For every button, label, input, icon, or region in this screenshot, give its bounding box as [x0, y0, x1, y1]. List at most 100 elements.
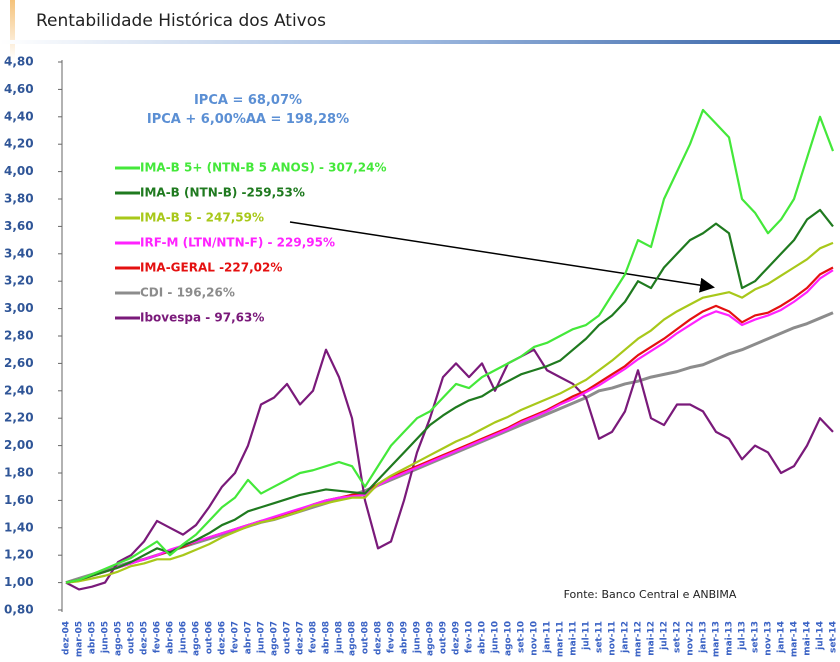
annotation: IPCA = 68,07% — [194, 93, 302, 108]
legend-label: IMA-B 5 - 247,59% — [140, 211, 264, 225]
legend-label: CDI - 196,26% — [140, 286, 235, 300]
series-line — [65, 208, 834, 584]
x-tick-label: jun-05 — [101, 621, 111, 654]
annotation: IPCA + 6,00%AA = 198,28% — [147, 112, 349, 127]
x-tick-label: jan-12 — [621, 621, 631, 654]
x-tick-label: mai-13 — [725, 621, 735, 656]
x-tick-label: ago-05 — [114, 621, 124, 656]
y-tick-label: 1,00 — [4, 575, 34, 589]
y-tick-label: 0,80 — [4, 603, 34, 617]
y-tick-label: 2,40 — [4, 383, 34, 397]
y-tick-label: 3,40 — [4, 246, 34, 260]
y-tick-label: 1,40 — [4, 520, 34, 534]
y-tick-label: 2,60 — [4, 356, 34, 370]
x-tick-label: jun-09 — [413, 621, 423, 654]
x-tick-label: abr-09 — [400, 621, 410, 654]
y-tick-label: 1,20 — [4, 548, 34, 562]
x-tick-label: jan-13 — [699, 621, 709, 654]
x-tick-label: set-13 — [751, 621, 761, 653]
x-tick-label: mai-12 — [647, 621, 657, 656]
x-tick-label: ago-07 — [270, 621, 280, 656]
series-line — [65, 108, 835, 584]
accent-bar — [10, 0, 15, 60]
x-tick-label: nov-10 — [530, 621, 540, 656]
y-tick-label: 4,80 — [4, 55, 34, 69]
legend-label: Ibovespa - 97,63% — [140, 311, 264, 325]
legend-label: IRF-M (LTN/NTN-F) - 229,95% — [140, 236, 335, 250]
legend-label: IMA-B 5+ (NTN-B 5 ANOS) - 307,24% — [140, 161, 387, 175]
x-tick-label: dez-08 — [374, 621, 384, 655]
x-tick-label: set-11 — [595, 621, 605, 653]
chart-title: Rentabilidade Histórica dos Ativos — [36, 11, 326, 31]
x-tick-label: jun-08 — [335, 621, 345, 654]
y-tick-label: 2,20 — [4, 411, 34, 425]
x-tick-label: nov-11 — [608, 621, 618, 656]
x-tick-label: jul-12 — [660, 621, 670, 651]
x-tick-label: out-08 — [361, 621, 371, 654]
x-tick-label: out-07 — [283, 621, 293, 654]
y-tick-label: 3,80 — [4, 192, 34, 206]
x-tick-label: ago-09 — [426, 621, 436, 656]
y-tick-label: 4,60 — [4, 82, 34, 96]
y-tick-label: 3,20 — [4, 274, 34, 288]
x-tick-label: fev-07 — [231, 621, 241, 653]
x-tick-label: mar-05 — [75, 621, 85, 657]
x-tick-label: mar-11 — [556, 621, 566, 657]
x-tick-label: out-09 — [439, 621, 449, 654]
x-tick-label: mar-14 — [790, 621, 800, 657]
x-tick-label: jul-13 — [738, 621, 748, 651]
x-tick-label: ago-10 — [504, 621, 514, 656]
x-tick-label: out-06 — [205, 621, 215, 654]
y-tick-label: 3,60 — [4, 219, 34, 233]
x-tick-label: fev-06 — [153, 621, 163, 653]
x-tick-label: dez-07 — [296, 621, 306, 655]
x-tick-label: mar-12 — [634, 621, 644, 657]
x-tick-label: jun-10 — [491, 621, 501, 654]
x-tick-label: abr-08 — [322, 621, 332, 654]
x-tick-label: dez-09 — [452, 621, 462, 655]
x-tick-label: abr-06 — [166, 621, 176, 654]
y-tick-label: 2,00 — [4, 438, 34, 452]
y-tick-label: 1,80 — [4, 466, 34, 480]
x-tick-label: jul-14 — [816, 621, 826, 651]
x-tick-label: mar-13 — [712, 621, 722, 657]
y-tick-label: 3,00 — [4, 301, 34, 315]
series-line — [65, 311, 834, 585]
y-tick-label: 1,60 — [4, 493, 34, 507]
x-tick-label: jun-07 — [257, 621, 267, 654]
x-tick-label: dez-06 — [218, 621, 228, 655]
x-tick-label: fev-09 — [387, 621, 397, 653]
title-rule — [0, 40, 840, 44]
arrow — [289, 221, 715, 293]
series-line — [65, 241, 834, 584]
x-tick-label: mai-14 — [803, 621, 813, 656]
x-tick-label: ago-08 — [348, 621, 358, 656]
x-tick-label: nov-13 — [764, 621, 774, 656]
x-tick-label: jan-11 — [543, 621, 553, 654]
y-tick-label: 4,40 — [4, 109, 34, 123]
series-line — [65, 348, 834, 591]
x-tick-label: nov-12 — [686, 621, 696, 656]
legend-label: IMA-B (NTN-B) -259,53% — [140, 186, 305, 200]
legend-label: IMA-GERAL -227,02% — [140, 261, 282, 275]
x-tick-label: jul-11 — [582, 621, 592, 651]
y-tick-label: 4,00 — [4, 164, 34, 178]
x-tick-label: set-12 — [673, 621, 683, 653]
x-tick-label: abr-07 — [244, 621, 254, 654]
x-tick-label: dez-04 — [62, 621, 72, 655]
source-note: Fonte: Banco Central e ANBIMA — [564, 588, 737, 601]
x-tick-label: fev-10 — [465, 621, 475, 653]
x-tick-label: jan-14 — [777, 621, 787, 654]
x-tick-label: set-14 — [829, 621, 839, 653]
x-tick-label: mai-11 — [569, 621, 579, 656]
x-tick-label: abr-10 — [478, 621, 488, 654]
x-tick-label: ago-06 — [192, 621, 202, 656]
x-tick-label: dez-05 — [140, 621, 150, 655]
x-tick-label: out-05 — [127, 621, 137, 654]
y-tick-label: 2,80 — [4, 329, 34, 343]
x-tick-label: jun-06 — [179, 621, 189, 654]
x-tick-label: fev-08 — [309, 621, 319, 653]
x-tick-label: set-10 — [517, 621, 527, 653]
y-tick-label: 4,20 — [4, 137, 34, 151]
